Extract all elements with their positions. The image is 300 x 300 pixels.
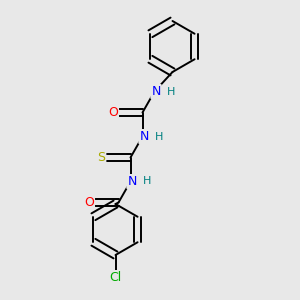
Text: N: N bbox=[127, 175, 137, 188]
Text: O: O bbox=[84, 196, 94, 209]
Text: H: H bbox=[155, 131, 163, 142]
Text: S: S bbox=[97, 151, 105, 164]
Text: H: H bbox=[167, 86, 175, 97]
Text: Cl: Cl bbox=[110, 271, 122, 284]
Text: O: O bbox=[108, 106, 118, 119]
Text: N: N bbox=[139, 130, 149, 143]
Text: N: N bbox=[151, 85, 161, 98]
Text: H: H bbox=[143, 176, 151, 187]
